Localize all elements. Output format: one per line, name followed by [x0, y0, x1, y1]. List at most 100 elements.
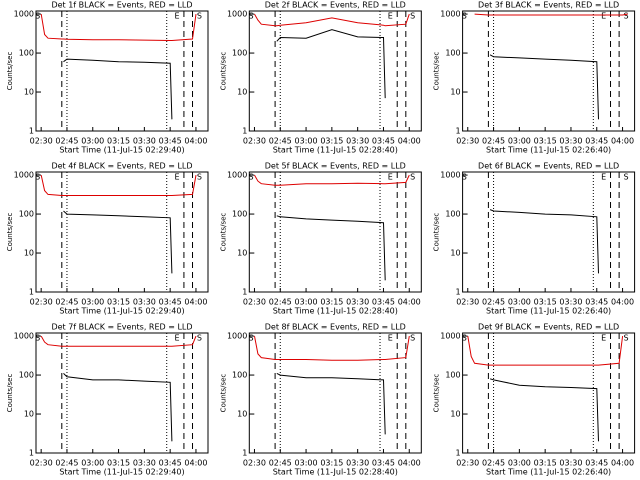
y-axis-label: Counts/sec	[433, 52, 441, 91]
panel: Det 8f BLACK = Events, RED = LLD Start Ti…	[219, 323, 422, 477]
plot-frame	[462, 10, 636, 132]
x-axis-label: Start Time (11-Jul-15 02:26:40)	[486, 468, 611, 477]
series-line	[40, 335, 197, 347]
x-axis-label: Start Time (11-Jul-15 02:28:40)	[273, 146, 398, 155]
y-tick-label: 1	[456, 449, 461, 458]
series-line	[254, 336, 410, 361]
panel: Det 6f BLACK = Events, RED = LLD Start Ti…	[433, 162, 636, 316]
plot-frame	[35, 10, 209, 132]
chart-title: Det 1f BLACK = Events, RED = LLD	[51, 1, 192, 10]
y-axis-label: Counts/sec	[433, 213, 441, 252]
y-tick-label: 10	[24, 249, 34, 258]
x-tick-label: 03:15	[534, 298, 557, 307]
y-tick-label: 100	[232, 49, 247, 58]
y-axis-label: Counts/sec	[433, 374, 441, 413]
annotation: S	[248, 334, 253, 343]
y-tick-label: 1	[29, 288, 34, 297]
series-line	[489, 378, 599, 442]
x-tick-label: 03:30	[346, 137, 369, 146]
y-tick-label: 1	[456, 127, 461, 136]
y-tick-label: 1	[29, 127, 34, 136]
plot-frame	[248, 332, 422, 454]
panel: Det 3f BLACK = Events, RED = LLD Start Ti…	[433, 1, 636, 155]
y-tick-label: 10	[450, 249, 460, 258]
y-axis-label: Counts/sec	[6, 374, 14, 413]
series-line	[254, 174, 410, 186]
annotation: S	[462, 173, 467, 182]
annotation: E	[388, 12, 393, 21]
x-tick-label: 02:45	[482, 459, 505, 468]
annotation: S	[623, 12, 628, 21]
x-tick-label: 03:30	[133, 298, 156, 307]
x-tick-label: 04:00	[611, 298, 634, 307]
x-tick-label: 02:45	[55, 459, 78, 468]
chart-title: Det 6f BLACK = Events, RED = LLD	[478, 162, 619, 171]
series-line	[254, 13, 410, 27]
x-axis-label: Start Time (11-Jul-15 02:28:40)	[273, 468, 398, 477]
annotation: S	[410, 12, 415, 21]
y-tick-label: 100	[19, 210, 34, 219]
annotation: S	[248, 173, 253, 182]
x-tick-label: 03:15	[534, 137, 557, 146]
panel: Det 9f BLACK = Events, RED = LLD Start Ti…	[433, 323, 636, 477]
plot-frame	[248, 10, 422, 132]
y-tick-label: 100	[445, 210, 460, 219]
x-tick-label: 02:30	[30, 459, 53, 468]
series-line	[489, 54, 599, 120]
x-tick-label: 04:00	[184, 298, 207, 307]
annotation: S	[623, 173, 628, 182]
x-tick-label: 02:30	[30, 298, 53, 307]
x-tick-label: 04:00	[398, 137, 421, 146]
annotation: E	[175, 12, 180, 21]
y-tick-label: 100	[232, 371, 247, 380]
panel: Det 2f BLACK = Events, RED = LLD Start Ti…	[219, 1, 422, 155]
y-tick-label: 100	[445, 371, 460, 380]
y-tick-label: 1000	[227, 332, 247, 341]
annotation: E	[175, 173, 180, 182]
plot-frame	[248, 171, 422, 293]
annotation: S	[462, 334, 467, 343]
annotation: S	[197, 334, 202, 343]
plot-frame	[462, 332, 636, 454]
x-tick-label: 02:45	[269, 137, 292, 146]
chart-title: Det 5f BLACK = Events, RED = LLD	[265, 162, 406, 171]
x-tick-label: 03:30	[346, 459, 369, 468]
x-tick-label: 03:15	[320, 137, 343, 146]
panel: Det 5f BLACK = Events, RED = LLD Start Ti…	[219, 162, 422, 316]
x-tick-label: 03:30	[559, 137, 582, 146]
x-tick-label: 04:00	[184, 137, 207, 146]
series-line	[276, 372, 386, 435]
x-tick-label: 02:30	[243, 298, 266, 307]
x-tick-label: 03:00	[81, 298, 104, 307]
annotation: E	[388, 173, 393, 182]
x-axis-label: Start Time (11-Jul-15 02:29:40)	[59, 468, 184, 477]
y-tick-label: 1	[242, 127, 247, 136]
annotation: S	[35, 334, 40, 343]
panel: Det 7f BLACK = Events, RED = LLD Start Ti…	[6, 323, 209, 477]
series-line	[276, 215, 386, 281]
x-axis-label: Start Time (11-Jul-15 02:26:40)	[486, 146, 611, 155]
x-tick-label: 03:45	[159, 137, 182, 146]
annotation: E	[601, 334, 606, 343]
x-tick-label: 03:30	[559, 459, 582, 468]
annotation: S	[248, 12, 253, 21]
y-tick-label: 1000	[227, 171, 247, 180]
y-tick-label: 1000	[14, 171, 34, 180]
x-tick-label: 03:00	[295, 137, 318, 146]
annotation: E	[388, 334, 393, 343]
y-tick-label: 10	[450, 410, 460, 419]
y-tick-label: 1	[242, 449, 247, 458]
x-tick-label: 03:00	[295, 298, 318, 307]
annotation: S	[410, 173, 415, 182]
y-tick-label: 100	[19, 371, 34, 380]
plot-frame	[35, 332, 209, 454]
annotation: E	[175, 334, 180, 343]
annotation: S	[410, 334, 415, 343]
x-axis-label: Start Time (11-Jul-15 02:29:40)	[59, 307, 184, 316]
chart-title: Det 9f BLACK = Events, RED = LLD	[478, 323, 619, 332]
x-tick-label: 02:45	[55, 298, 78, 307]
x-tick-label: 03:30	[559, 298, 582, 307]
annotation: E	[601, 12, 606, 21]
x-tick-label: 03:00	[508, 298, 531, 307]
x-tick-label: 03:45	[159, 459, 182, 468]
